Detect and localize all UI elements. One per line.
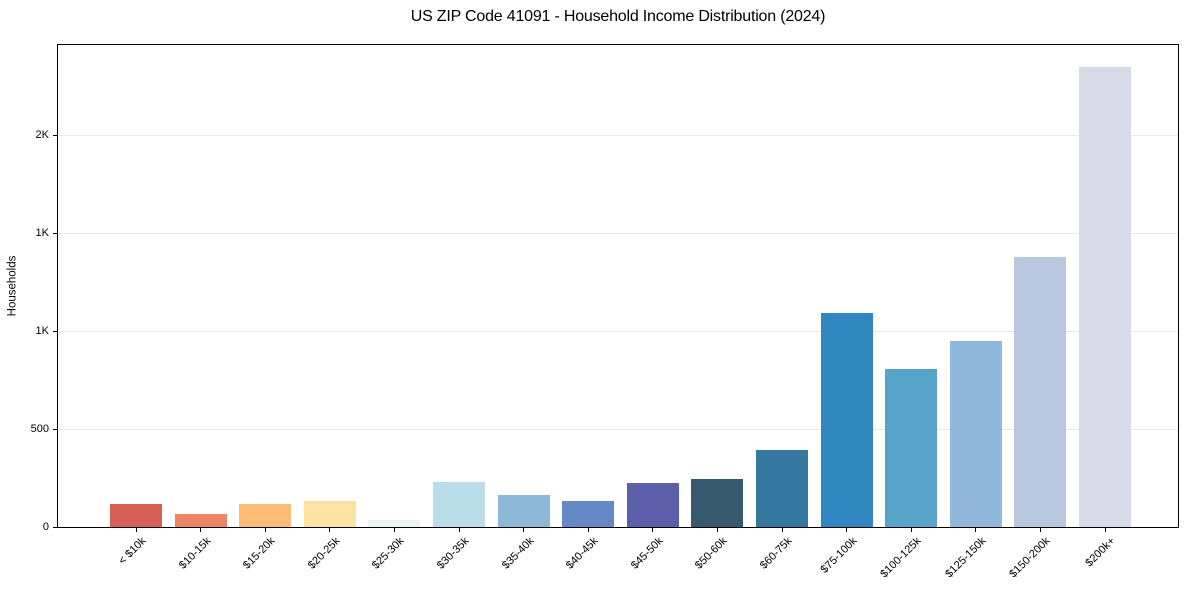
x-tick-label: $75-100k (818, 535, 860, 576)
gridline (58, 135, 1178, 137)
chart-title: US ZIP Code 41091 - Household Income Dis… (410, 8, 826, 25)
y-tick-label: 1K (35, 227, 49, 240)
x-tick-mark (975, 528, 977, 532)
x-tick-label: $25-30k (370, 535, 407, 572)
x-tick-mark (458, 528, 460, 532)
bar-$125-150k (949, 340, 1002, 527)
x-tick-mark (910, 528, 912, 532)
y-tick-label: 1K (35, 325, 49, 338)
gridline (58, 429, 1178, 431)
x-tick-label: $30-35k (434, 535, 472, 572)
x-tick-mark (781, 528, 783, 532)
x-tick-mark (846, 528, 848, 532)
bar-$25-30k (368, 520, 421, 527)
y-tick-label: 2K (35, 129, 49, 142)
bar-$15-20k (239, 503, 292, 527)
bar-$100-125k (885, 369, 938, 527)
y-tick-mark (53, 428, 57, 430)
x-tick-label: $35-40k (499, 535, 537, 572)
y-tick-mark (53, 232, 57, 234)
bar-< $10k (110, 503, 162, 527)
x-tick-mark (264, 528, 266, 532)
x-tick-label: $10-15k (176, 535, 214, 572)
x-tick-mark (1104, 528, 1106, 532)
x-tick-mark (716, 528, 719, 532)
bar-$20-25k (303, 500, 356, 527)
x-tick-label: $45-50k (628, 535, 666, 572)
x-tick-mark (523, 528, 525, 532)
x-tick-mark (329, 528, 331, 532)
bar-$150-200k (1014, 256, 1067, 527)
x-tick-label: $150-200k (1007, 535, 1053, 581)
x-tick-label: $60-75k (757, 535, 795, 572)
y-tick-label: 500 (30, 423, 49, 436)
y-axis-label: Households (6, 255, 19, 317)
y-tick-mark (53, 134, 57, 136)
y-tick-mark (53, 526, 57, 528)
y-tick-mark (53, 330, 57, 332)
plot-area (57, 44, 1179, 528)
x-tick-mark (587, 528, 589, 532)
x-tick-label: $40-45k (564, 535, 601, 572)
bar-$60-75k (756, 449, 808, 527)
bar-$40-45k (562, 500, 615, 527)
x-tick-label: $200k+ (1083, 535, 1118, 570)
gridline (58, 233, 1178, 235)
x-tick-mark (1039, 528, 1042, 532)
x-tick-mark (652, 528, 654, 532)
bar-$200k+ (1079, 66, 1131, 527)
bar-$30-35k (433, 481, 485, 527)
x-tick-label: $20-25k (305, 535, 343, 572)
x-tick-label: $100-125k (878, 535, 924, 581)
bar-$10-15k (174, 514, 227, 527)
gridline (58, 331, 1178, 333)
x-tick-mark (393, 528, 396, 532)
x-tick-label: < $10k (116, 535, 149, 568)
x-tick-mark (135, 528, 137, 532)
bar-$75-100k (820, 313, 873, 527)
bar-$50-60k (691, 479, 744, 527)
x-tick-label: $50-60k (693, 535, 730, 572)
bar-$35-40k (497, 494, 550, 527)
x-tick-mark (200, 528, 202, 532)
y-axis-label-wrap: Households (3, 44, 21, 528)
y-tick-label: 0 (42, 521, 49, 533)
bar-$45-50k (626, 482, 679, 527)
x-tick-label: $15-20k (241, 535, 278, 572)
x-tick-label: $125-150k (943, 535, 989, 581)
